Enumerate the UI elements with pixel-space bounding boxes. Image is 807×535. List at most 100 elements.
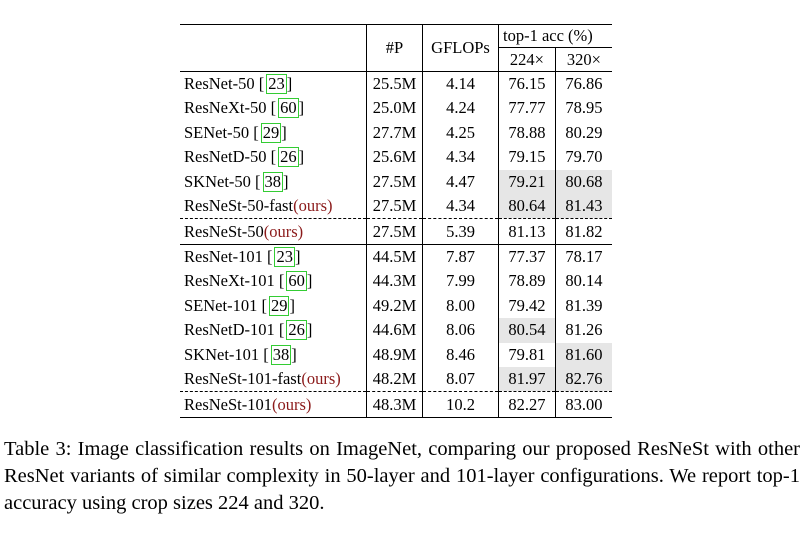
acc-224-cell: 79.15 <box>498 145 556 170</box>
gflops-cell: 8.07 <box>422 366 499 392</box>
params-cell: 25.6M <box>366 145 423 170</box>
citation-link[interactable]: 26 <box>278 147 299 168</box>
acc-224-cell: 80.64 <box>498 193 556 219</box>
citation-bracket: ] <box>298 147 305 167</box>
table-row: ResNet-50 [23] 25.5M 4.14 76.15 76.86 <box>180 70 612 97</box>
method-name: ResNeSt-101-fast <box>184 369 302 389</box>
table-row: ResNetD-101 [26] 44.6M 8.06 80.54 81.26 <box>180 318 612 343</box>
gflops-cell: 8.46 <box>422 342 499 367</box>
params-cell: 27.5M <box>366 193 423 219</box>
table-row: SENet-50 [29] 27.7M 4.25 78.88 80.29 <box>180 120 612 146</box>
header-method-cell <box>180 24 367 72</box>
table-row: ResNeSt-101(ours) 48.3M 10.2 82.27 83.00 <box>180 391 612 418</box>
acc-224-cell: 79.42 <box>498 293 556 319</box>
gflops-cell: 4.34 <box>422 145 499 170</box>
table-row: SKNet-50 [38] 27.5M 4.47 79.21 80.68 <box>180 169 612 194</box>
header-crop-320: 320× <box>566 49 601 69</box>
method-name-cell: ResNet-101 [23] <box>180 243 367 270</box>
method-name: SENet-50 [ <box>184 122 259 142</box>
acc-320-cell: 81.60 <box>555 342 612 367</box>
citation-link[interactable]: 60 <box>278 98 299 119</box>
table-row: ResNet-101 [23] 44.5M 7.87 77.37 78.17 <box>180 243 612 270</box>
citation-bracket: ] <box>298 98 305 118</box>
acc-224-cell: 79.21 <box>498 169 556 194</box>
table-row: SKNet-101 [38] 48.9M 8.46 79.81 81.60 <box>180 342 612 367</box>
params-cell: 44.3M <box>366 269 423 294</box>
gflops-cell: 4.47 <box>422 169 499 194</box>
citation-link[interactable]: 29 <box>268 295 290 316</box>
citation-link[interactable]: 60 <box>286 271 307 292</box>
citation-link[interactable]: 26 <box>286 320 307 341</box>
gflops-cell: 8.00 <box>422 293 499 319</box>
table-body: ResNet-50 [23] 25.5M 4.14 76.15 76.86 ResNeXt… <box>180 70 612 418</box>
acc-320-cell: 81.26 <box>565 320 603 340</box>
method-name: ResNeSt-50 <box>184 221 264 241</box>
acc-320-cell: 80.29 <box>565 122 603 142</box>
method-name: ResNeSt-101 <box>184 394 272 414</box>
gflops-cell: 7.87 <box>422 243 499 270</box>
params-cell: 44.6M <box>366 318 423 343</box>
acc-320-cell: 78.17 <box>555 243 612 270</box>
method-name-cell: ResNetD-50 [26] <box>180 145 367 170</box>
acc-224-cell: 76.15 <box>498 70 556 97</box>
acc-320-cell: 78.95 <box>565 98 603 118</box>
acc-320-cell: 80.14 <box>565 271 603 291</box>
method-name-cell: ResNeXt-50 [60] <box>180 96 367 121</box>
header-gflops: GFLOPs <box>422 24 499 72</box>
acc-224-cell: 77.77 <box>498 96 556 121</box>
method-name-cell: ResNeXt-101 [60] <box>180 269 367 294</box>
method-name: ResNetD-101 [ <box>184 320 285 340</box>
header-top1: top-1 acc (%) <box>498 23 612 49</box>
gflops-cell: 7.99 <box>422 269 499 294</box>
method-name: ResNeXt-101 [ <box>184 271 285 291</box>
table-row: ResNeXt-50 [60] 25.0M 4.24 77.77 78.95 <box>180 96 612 121</box>
ours-label: (ours) <box>272 394 312 414</box>
params-cell: 48.9M <box>366 342 423 367</box>
method-name-cell: ResNetD-101 [26] <box>180 318 367 343</box>
acc-224-cell: 79.81 <box>498 342 556 367</box>
method-name-cell: SKNet-50 [38] <box>180 169 367 194</box>
method-name-cell: ResNeSt-50(ours) <box>180 218 367 245</box>
header-row-1: #P GFLOPs top-1 acc (%) <box>180 23 612 72</box>
acc-224-cell: 81.97 <box>498 366 556 392</box>
citation-bracket: ] <box>291 344 297 364</box>
table-row: ResNeSt-101-fast(ours) 48.2M 8.07 81.97 82.7… <box>180 366 612 392</box>
acc-320-cell: 81.43 <box>555 193 612 219</box>
acc-320-cell: 80.68 <box>555 169 612 194</box>
citation-link[interactable]: 23 <box>274 247 295 268</box>
acc-320-cell: 76.86 <box>555 70 612 97</box>
params-cell: 27.5M <box>366 218 423 245</box>
method-name: SENet-101 [ <box>184 295 267 315</box>
gflops-cell: 4.25 <box>422 120 499 146</box>
header-row-2: 224× 320× <box>180 47 612 72</box>
citation-bracket: ] <box>286 74 293 94</box>
gflops-cell: 4.14 <box>422 70 499 97</box>
acc-320-cell: 82.76 <box>555 366 612 392</box>
params-cell: 48.2M <box>366 366 423 392</box>
citation-link[interactable]: 38 <box>262 171 284 192</box>
citation-bracket: ] <box>289 295 295 315</box>
citation-link[interactable]: 23 <box>266 74 287 95</box>
citation-bracket: ] <box>306 320 313 340</box>
acc-224-cell: 82.27 <box>498 391 556 418</box>
acc-320-cell: 81.82 <box>555 218 612 245</box>
table-row: SENet-101 [29] 49.2M 8.00 79.42 81.39 <box>180 293 612 319</box>
table-caption: Table 3: Image classification results on… <box>4 438 800 514</box>
table-row: ResNeXt-101 [60] 44.3M 7.99 78.89 80.14 <box>180 269 612 294</box>
method-name-cell: SENet-101 [29] <box>180 293 367 319</box>
ours-label: (ours) <box>293 196 333 216</box>
citation-bracket: ] <box>294 247 301 267</box>
params-cell: 25.0M <box>366 96 423 121</box>
results-table: #P GFLOPs top-1 acc (%) 224× 320× ResNet… <box>180 23 612 418</box>
citation-link[interactable]: 38 <box>270 344 292 365</box>
method-name-cell: ResNeSt-50-fast(ours) <box>180 193 367 219</box>
citation-bracket: ] <box>283 171 289 191</box>
method-name-cell: SENet-50 [29] <box>180 120 367 146</box>
params-cell: 27.7M <box>366 120 423 146</box>
params-cell: 25.5M <box>366 70 423 97</box>
method-name: ResNet-101 [ <box>184 247 273 267</box>
method-name-cell: SKNet-101 [38] <box>180 342 367 367</box>
method-name: SKNet-50 [ <box>184 171 261 191</box>
citation-link[interactable]: 29 <box>260 122 282 143</box>
table-row: ResNetD-50 [26] 25.6M 4.34 79.15 79.70 <box>180 145 612 170</box>
